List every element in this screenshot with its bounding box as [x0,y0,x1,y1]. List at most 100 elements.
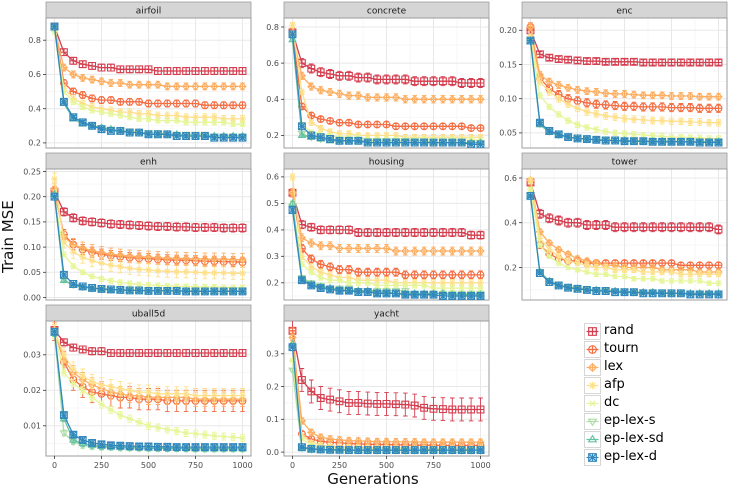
series-ep-lex-d [50,22,247,142]
series-ep-lex-d [288,206,485,300]
panel-yacht: yacht 0.0 0.1 0.2 0.3 0 250 500 750 1000 [254,303,492,473]
svg-text:0.03: 0.03 [23,351,41,360]
legend-item-rand: rand [584,323,664,340]
svg-text:yacht: yacht [374,310,399,320]
square-x-plus-icon [584,449,601,466]
legend-item-label: ep-lex-sd [604,431,664,447]
panel-chart-svg: enh 0.00 0.05 0.10 0.15 0.20 0.25 [23,152,252,302]
legend-item-lex: lex [584,359,664,376]
svg-text:0.4: 0.4 [504,219,517,228]
svg-text:0: 0 [52,461,57,470]
legend-item-ep-lex-d: ep-lex-d [584,449,664,466]
svg-text:0.6: 0.6 [266,173,279,182]
svg-text:0.25: 0.25 [23,167,41,176]
panel-chart-svg: airfoil 0.2 0.4 0.6 0.8 [28,1,252,149]
svg-text:0.8: 0.8 [266,23,279,32]
svg-text:0.2: 0.2 [266,279,279,288]
series-ep-lex-d [526,36,723,147]
series-afp [51,324,246,404]
svg-text:0: 0 [290,461,295,470]
svg-text:airfoil: airfoil [136,7,161,17]
svg-text:0.2: 0.2 [28,139,41,148]
series-rand [526,177,723,235]
panel-uball5d: uball5d 0.01 0.02 0.03 0 250 500 750 1000 [16,303,254,473]
svg-text:500: 500 [141,461,156,470]
panel-housing: housing 0.2 0.3 0.4 0.5 0.6 [254,151,492,303]
legend: rand tourn lex afp dc ep-lex-s ep-lex-sd ep-lex… [492,303,730,473]
svg-text:0.02: 0.02 [23,386,41,395]
series-rand [526,26,723,67]
series-tourn [288,188,485,280]
svg-text:250: 250 [94,461,109,470]
svg-text:0.6: 0.6 [28,70,41,79]
legend-item-ep-lex-sd: ep-lex-sd [584,431,664,448]
series-ep-lex-d [288,343,485,455]
series-dc [51,329,246,443]
svg-text:500: 500 [379,461,394,470]
panel-airfoil: airfoil 0.2 0.4 0.6 0.8 [16,0,254,151]
panel-tower: tower 0.2 0.4 0.6 [492,151,730,303]
legend-item-label: tourn [604,341,639,357]
svg-text:0.10: 0.10 [499,95,517,104]
svg-text:0.8: 0.8 [28,36,41,45]
legend-item-label: afp [604,377,625,393]
asterisk-icon [584,377,601,394]
svg-text:250: 250 [332,461,347,470]
legend-item-label: rand [604,323,634,339]
svg-text:0.6: 0.6 [504,174,517,183]
svg-text:0.00: 0.00 [23,293,41,302]
svg-text:0.05: 0.05 [499,129,517,138]
svg-text:750: 750 [426,461,441,470]
panel-chart-svg: yacht 0.0 0.1 0.2 0.3 0 250 500 750 1000 [266,304,491,470]
diamond-plus-icon [584,359,601,376]
svg-text:0.05: 0.05 [23,268,41,277]
svg-text:concrete: concrete [367,7,407,17]
series-dc [527,186,722,286]
svg-text:0.3: 0.3 [266,252,279,261]
legend-item-afp: afp [584,377,664,394]
svg-text:tower: tower [612,158,638,168]
series-lex [50,24,247,91]
series-afp [51,172,246,280]
triangle-down-icon [584,413,601,430]
series-dc [289,200,484,292]
circle-plus-icon [584,341,601,358]
series-ep-lex-d [288,30,485,148]
y-axis-title: Train MSE [0,200,17,273]
svg-text:0.10: 0.10 [23,243,41,252]
x-line-icon [584,395,601,412]
panel-chart-svg: enc 0.05 0.10 0.15 0.20 [499,1,728,149]
panel-chart-svg: tower 0.2 0.4 0.6 [504,152,728,301]
svg-text:0.2: 0.2 [266,131,279,140]
svg-text:0.4: 0.4 [266,226,279,235]
svg-text:enh: enh [140,158,157,168]
series-rand [50,22,247,75]
legend-item-label: ep-lex-s [604,413,656,429]
series-ep-lex-d [50,327,247,452]
svg-text:0.15: 0.15 [23,218,41,227]
svg-text:0.4: 0.4 [266,95,279,104]
triangle-up-icon [584,431,601,448]
svg-text:0.20: 0.20 [499,26,517,35]
svg-text:0.4: 0.4 [28,105,41,114]
legend-item-label: ep-lex-d [604,449,657,465]
series-ep-lex-d [50,192,247,296]
panel-chart-svg: housing 0.2 0.3 0.4 0.5 0.6 [266,152,490,301]
legend-item-dc: dc [584,395,664,412]
legend-item-tourn: tourn [584,341,664,358]
svg-text:0.3: 0.3 [266,350,279,359]
svg-text:0.2: 0.2 [504,263,517,272]
svg-text:0.6: 0.6 [266,59,279,68]
panel-concrete: concrete 0.2 0.4 0.6 0.8 [254,0,492,151]
svg-text:uball5d: uball5d [132,310,165,320]
svg-text:housing: housing [369,158,405,168]
series-tourn [288,28,485,133]
panel-enc: enc 0.05 0.10 0.15 0.20 [492,0,730,151]
svg-text:0.15: 0.15 [499,60,517,69]
legend-item-label: dc [604,395,620,411]
panel-chart-svg: concrete 0.2 0.4 0.6 0.8 [266,1,490,149]
series-rand [288,188,485,240]
svg-text:750: 750 [188,461,203,470]
svg-text:0.5: 0.5 [266,199,279,208]
